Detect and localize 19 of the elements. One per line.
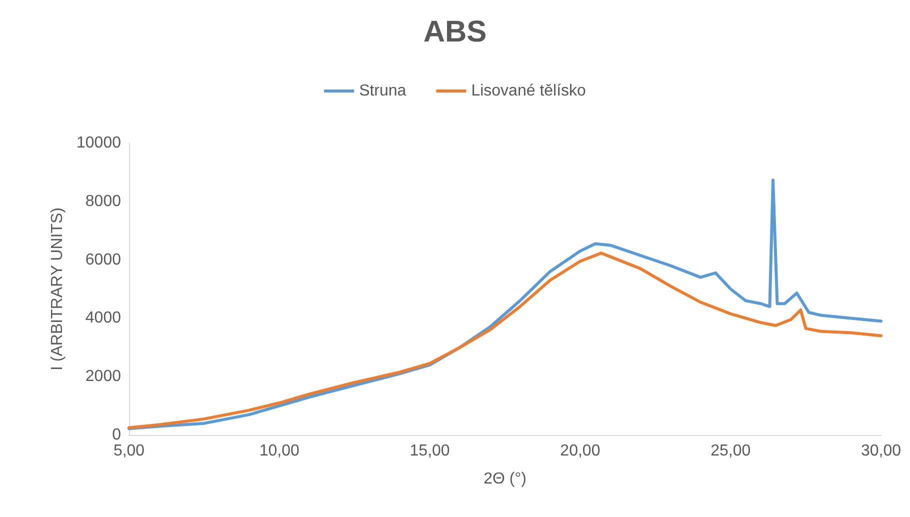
y-tick-label: 6000 <box>85 251 122 268</box>
y-tick-label: 0 <box>112 426 122 444</box>
x-tick-label: 10,00 <box>259 442 300 460</box>
line-series <box>128 178 882 430</box>
y-tick-label: 10000 <box>76 134 122 152</box>
y-axis-title: I (ARBITRARY UNITS) <box>49 208 66 370</box>
y-tick-label: 4000 <box>85 310 122 327</box>
chart-title: ABS <box>423 16 487 48</box>
y-tick-label: 8000 <box>85 192 122 210</box>
line-series <box>128 252 882 430</box>
legend-label: Struna <box>359 82 406 100</box>
x-tick-label: 30,00 <box>860 442 902 460</box>
x-tick-label: 20,00 <box>560 442 600 460</box>
legend-label: Lisované tělísko <box>471 82 586 100</box>
x-tick-label: 5,00 <box>113 442 145 460</box>
y-tick-label: 2000 <box>85 368 122 386</box>
x-axis-title: 2Θ (°) <box>484 470 526 488</box>
x-tick-label: 15,00 <box>410 442 450 460</box>
x-tick-label: 25,00 <box>710 442 751 460</box>
